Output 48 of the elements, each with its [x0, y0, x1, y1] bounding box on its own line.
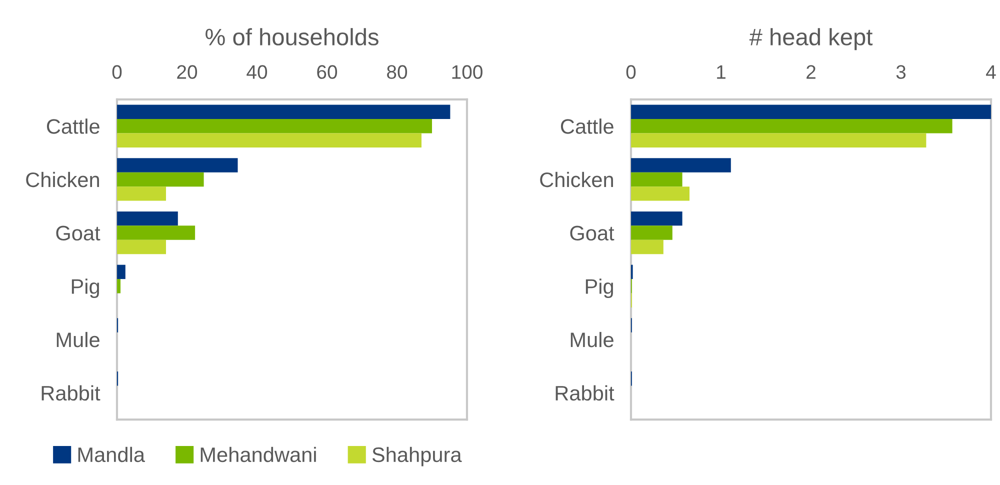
bar: [117, 264, 126, 280]
bar: [117, 104, 450, 119]
x-tick-label: 20: [177, 65, 198, 79]
legend-label: Mehandwani: [200, 446, 316, 462]
legend-label: Shahpura: [372, 446, 462, 466]
y-tick-label: Mule: [570, 332, 614, 348]
x-tick-label: 40: [246, 65, 268, 79]
bar: [117, 133, 422, 148]
x-tick-label: 1: [717, 65, 726, 79]
x-tick-label: 3: [896, 65, 906, 79]
bar: [117, 118, 432, 134]
bar: [117, 211, 178, 226]
x-tick-label: 2: [806, 65, 816, 79]
bar: [631, 172, 682, 187]
y-tick-label: Pig: [586, 278, 613, 298]
bar: [117, 158, 238, 172]
y-tick-label: Chicken: [26, 172, 99, 188]
bar: [631, 211, 682, 226]
bar: [117, 172, 204, 187]
bar: [631, 158, 731, 172]
y-tick-label: Rabbit: [42, 385, 100, 401]
y-tick-label: Goat: [570, 226, 614, 241]
x-tick-label: 60: [317, 65, 338, 79]
y-tick-label: Cattle: [46, 118, 100, 134]
x-tick-label: 80: [387, 65, 408, 79]
bar: [117, 279, 120, 294]
x-tick-label: 0: [112, 65, 122, 79]
y-tick-label: Goat: [56, 226, 100, 241]
x-tick-label: 0: [626, 65, 636, 79]
x-tick-label: 4: [986, 65, 996, 79]
bar: [631, 118, 952, 134]
y-tick-label: Cattle: [560, 118, 614, 134]
bar: [117, 240, 166, 254]
bar: [631, 226, 672, 240]
bar: [631, 133, 926, 148]
x-tick-label: 100: [452, 65, 482, 79]
x-axis-title: # head kept: [749, 28, 873, 50]
bar: [117, 186, 166, 201]
bar: [631, 186, 690, 201]
y-tick-label: Rabbit: [556, 385, 614, 401]
bar: [631, 240, 664, 254]
bar: [631, 104, 991, 119]
x-axis-title: % of households: [206, 28, 378, 46]
legend-label: Mandla: [78, 446, 145, 462]
bar: [117, 226, 196, 240]
y-tick-label: Pig: [72, 278, 99, 298]
y-tick-label: Mule: [56, 332, 100, 348]
y-tick-label: Chicken: [540, 172, 613, 188]
